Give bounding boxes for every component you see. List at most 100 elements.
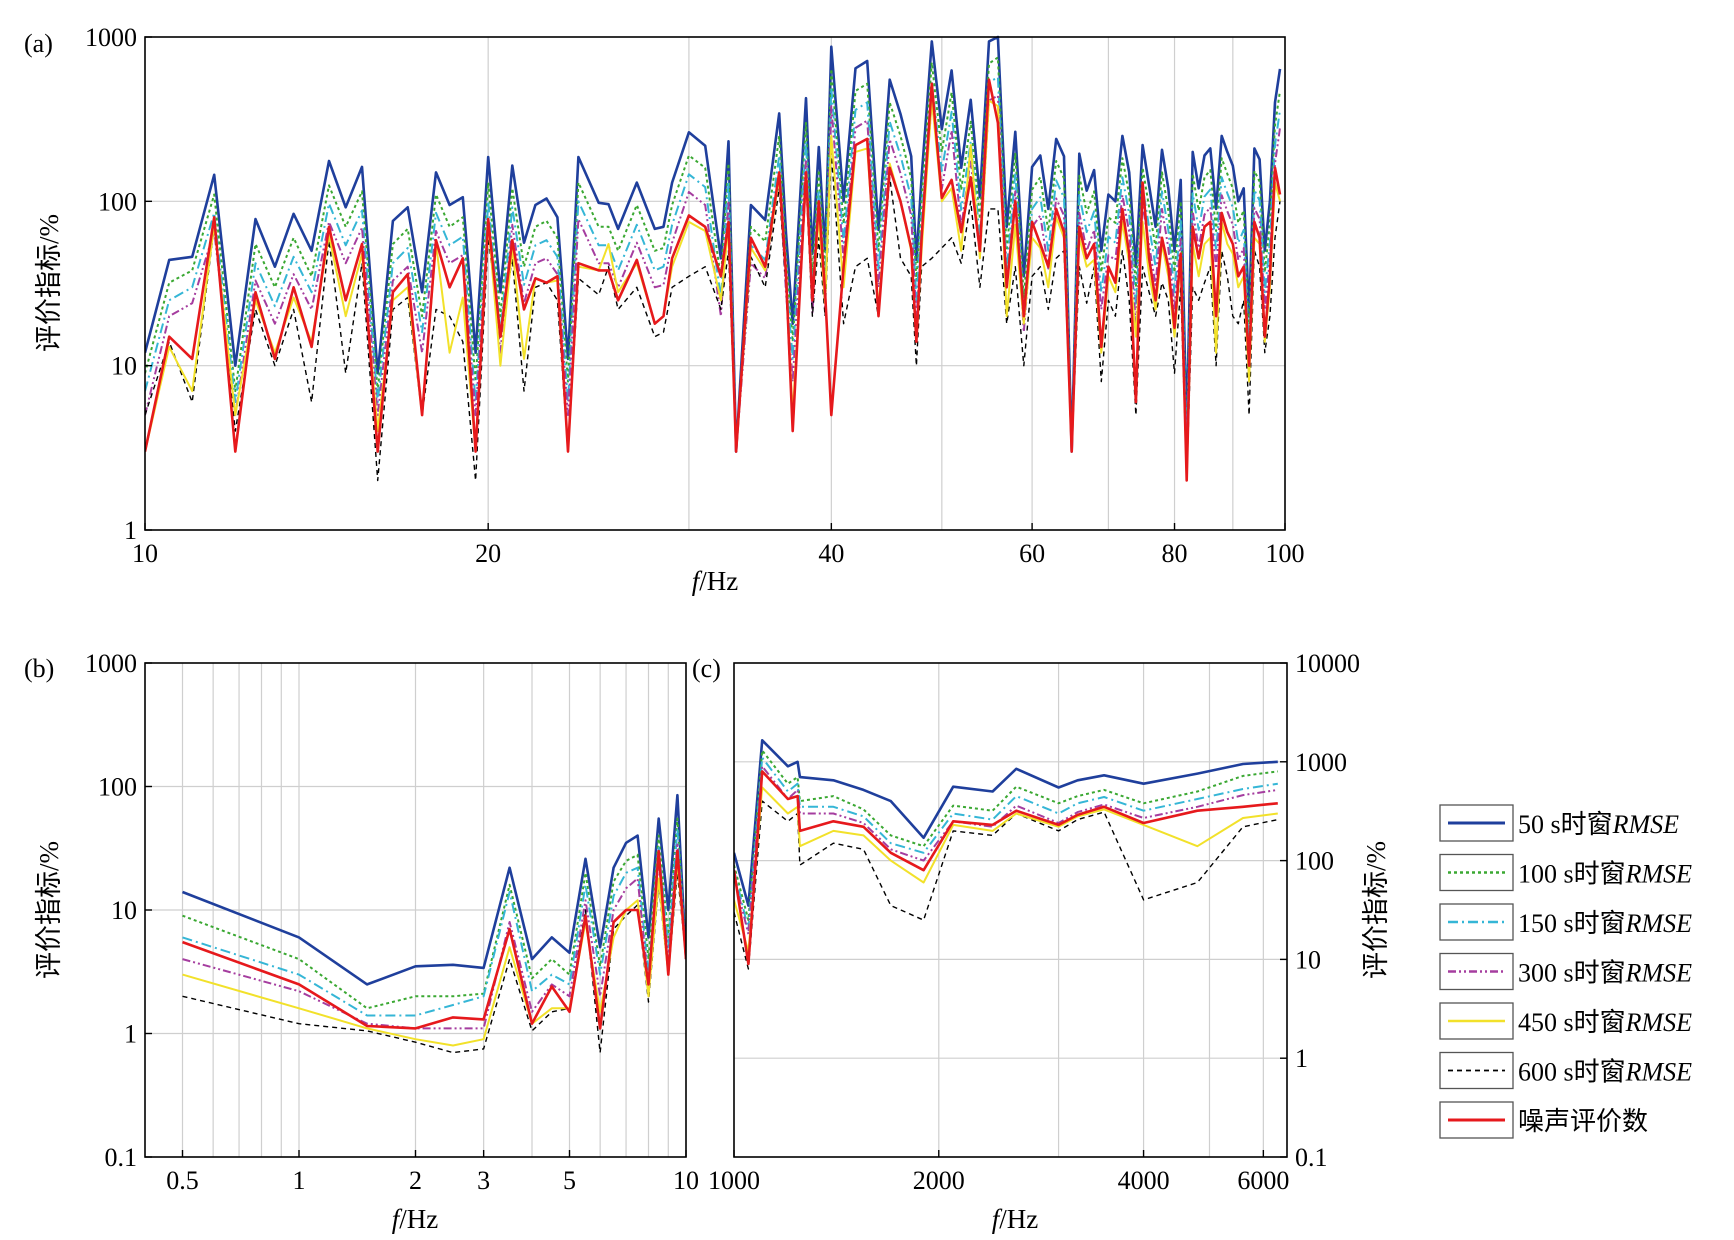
series-line-6 xyxy=(145,78,1282,482)
panel-c-xlabel-unit: /Hz xyxy=(999,1204,1038,1234)
legend-label: 600 s时窗RMSE xyxy=(1518,1058,1692,1087)
legend-label-metric: RMSE xyxy=(1625,909,1693,938)
x-tick-label: 20 xyxy=(475,539,501,568)
x-tick-label: 4000 xyxy=(1118,1166,1170,1195)
legend-item: 300 s时窗RMSE xyxy=(1439,952,1692,991)
x-tick-label: 0.5 xyxy=(166,1166,199,1195)
legend-label-text: 150 s时窗 xyxy=(1518,909,1626,938)
x-tick-label: 3 xyxy=(477,1166,490,1195)
panel-c-xlabel-var: f xyxy=(992,1204,1003,1234)
x-tick-label: 10 xyxy=(673,1166,699,1195)
legend-item: 150 s时窗RMSE xyxy=(1439,903,1692,941)
legend-label-text: 50 s时窗 xyxy=(1518,810,1613,839)
series-line-1 xyxy=(182,817,686,1010)
y-tick-label: 100 xyxy=(98,773,137,802)
panel-c-label: (c) xyxy=(692,654,721,683)
panel-b-chart: 0.5 1 2 3 5 10 0.1 1 10 100 1000 (b) f/Hz 评价指标/% xyxy=(24,649,699,1234)
legend-swatch-box xyxy=(1439,853,1514,892)
x-tick-label: 2 xyxy=(409,1166,422,1195)
legend-label-metric: RMSE xyxy=(1625,959,1693,988)
y-tick-label: 100 xyxy=(98,187,137,216)
series-line-6 xyxy=(734,770,1278,966)
panel-a-gridlines xyxy=(145,37,1285,530)
panel-a-xlabel-unit: /Hz xyxy=(699,566,738,596)
panel-b-gridlines xyxy=(145,663,686,1157)
y-tick-label: 10 xyxy=(111,896,137,925)
x-tick-label: 2000 xyxy=(913,1166,965,1195)
legend-label: 450 s时窗RMSE xyxy=(1518,1008,1692,1037)
x-tick-label: 6000 xyxy=(1237,1166,1289,1195)
y-tick-label: 1 xyxy=(124,516,137,545)
panel-c-gridlines xyxy=(734,663,1287,1157)
legend-label-metric: RMSE xyxy=(1625,860,1693,889)
panel-a-series xyxy=(145,35,1282,482)
x-tick-label: 5 xyxy=(563,1166,576,1195)
series-line-5 xyxy=(182,872,686,1054)
legend-item: 50 s时窗RMSE xyxy=(1439,804,1679,842)
panel-a-xlabel-var: f xyxy=(692,566,703,596)
y-tick-label: 1 xyxy=(124,1020,137,1049)
x-tick-label: 10 xyxy=(132,539,158,568)
panel-c-ylabel: 评价指标/% xyxy=(1361,841,1391,979)
panel-c-xlabel: f/Hz xyxy=(992,1204,1039,1234)
series-line-2 xyxy=(734,756,1278,931)
series-line-0 xyxy=(734,738,1278,907)
legend-label: 150 s时窗RMSE xyxy=(1518,909,1692,938)
x-tick-label: 100 xyxy=(1266,539,1305,568)
panel-b-label: (b) xyxy=(24,654,54,683)
legend-label-metric: RMSE xyxy=(1612,810,1680,839)
y-tick-label: 0.1 xyxy=(105,1143,138,1172)
y-tick-label: 0.1 xyxy=(1295,1143,1328,1172)
legend-label: 50 s时窗RMSE xyxy=(1518,810,1679,839)
legend-label: 300 s时窗RMSE xyxy=(1518,959,1692,988)
y-tick-label: 10 xyxy=(1295,945,1321,974)
series-line-3 xyxy=(182,841,686,1030)
legend-item: 450 s时窗RMSE xyxy=(1439,1002,1692,1040)
panel-b-ylabel: 评价指标/% xyxy=(34,841,64,979)
series-line-1 xyxy=(734,749,1278,922)
y-tick-label: 1000 xyxy=(85,649,137,678)
x-tick-label: 80 xyxy=(1162,539,1188,568)
series-line-0 xyxy=(145,35,1282,453)
legend-label-text: 600 s时窗 xyxy=(1518,1058,1626,1087)
legend-label-metric: RMSE xyxy=(1625,1058,1693,1087)
y-tick-label: 10000 xyxy=(1295,649,1360,678)
y-tick-label: 1000 xyxy=(1295,748,1347,777)
x-tick-label: 1000 xyxy=(708,1166,760,1195)
y-tick-label: 100 xyxy=(1295,847,1334,876)
legend-item: 600 s时窗RMSE xyxy=(1439,1051,1692,1090)
panel-a-xlabel: f/Hz xyxy=(692,566,739,596)
panel-a-label: (a) xyxy=(24,29,53,58)
legend-label-text: 450 s时窗 xyxy=(1518,1008,1626,1037)
series-line-5 xyxy=(734,800,1278,970)
legend-label: 噪声评价数 xyxy=(1518,1107,1648,1136)
y-tick-label: 10 xyxy=(111,352,137,381)
legend-label: 100 s时窗RMSE xyxy=(1518,860,1692,889)
legend-label-text: 噪声评价数 xyxy=(1518,1107,1648,1136)
y-tick-label: 1000 xyxy=(85,23,137,52)
panel-b-xlabel-unit: /Hz xyxy=(399,1204,438,1234)
y-tick-label: 1 xyxy=(1295,1044,1308,1073)
panel-b-series xyxy=(182,793,686,1054)
series-line-4 xyxy=(734,786,1278,953)
legend-item: 100 s时窗RMSE xyxy=(1439,853,1692,892)
panel-c-series xyxy=(734,738,1278,970)
panel-b-xlabel-var: f xyxy=(392,1204,403,1234)
series-line-2 xyxy=(145,76,1281,453)
panel-b-ticks: 0.5 1 2 3 5 10 0.1 1 10 100 1000 xyxy=(85,649,699,1195)
series-line-1 xyxy=(145,56,1281,453)
panel-b-xlabel: f/Hz xyxy=(392,1204,439,1234)
legend-label-metric: RMSE xyxy=(1625,1008,1693,1037)
panel-c-frame xyxy=(733,662,1288,1158)
legend-label-text: 300 s时窗 xyxy=(1518,959,1626,988)
x-tick-label: 60 xyxy=(1019,539,1045,568)
series-line-3 xyxy=(734,765,1278,936)
legend-label-text: 100 s时窗 xyxy=(1518,860,1626,889)
series-line-0 xyxy=(182,793,686,986)
panel-a-frame xyxy=(144,36,1286,531)
